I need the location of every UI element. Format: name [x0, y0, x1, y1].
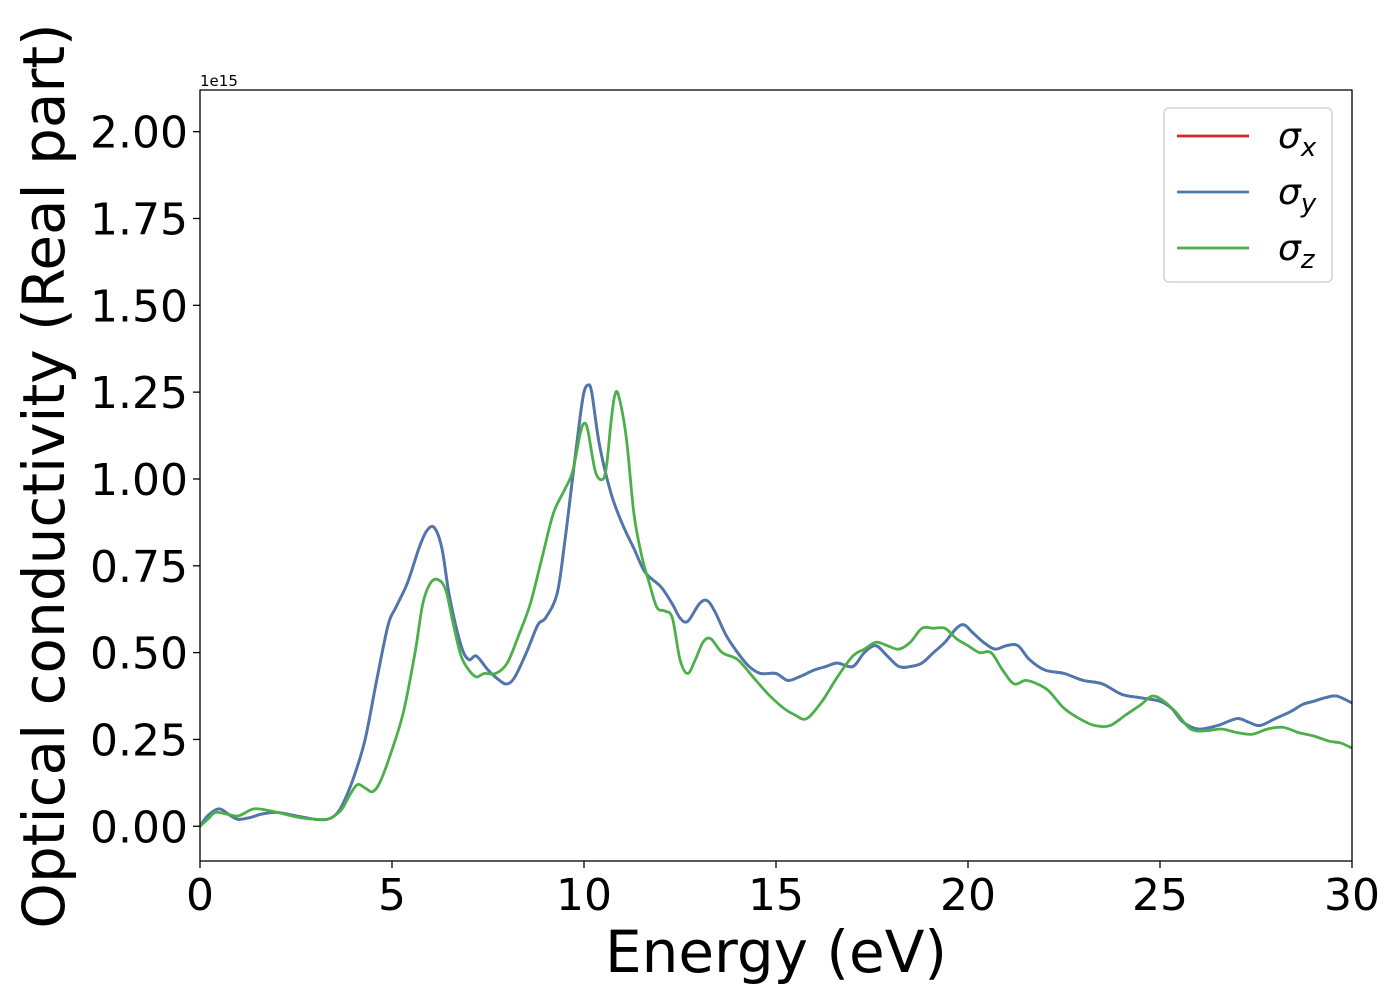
y-tick-label: 0.50 — [90, 629, 188, 680]
x-axis: 0 5 10 15 20 25 30 — [186, 861, 1380, 921]
x-tick-label: 0 — [186, 870, 214, 921]
series-line-sigma-z — [200, 389, 1352, 828]
y-tick-label: 1.75 — [90, 195, 188, 246]
legend-label-sigma-z: σz — [1278, 228, 1316, 275]
legend: σx σy σz — [1163, 107, 1333, 283]
y-axis: 0.00 0.25 0.50 0.75 1.00 1.25 1.50 1.75 2.00 — [90, 108, 200, 853]
legend-label-sigma-y: σy — [1278, 172, 1317, 219]
x-tick-label: 20 — [940, 870, 996, 921]
y-tick-label: 1.50 — [90, 281, 188, 332]
legend-label-sigma-x: σx — [1278, 116, 1317, 163]
x-tick-label: 30 — [1324, 870, 1380, 921]
y-tick-label: 1.25 — [90, 368, 188, 419]
series-layer — [200, 383, 1352, 828]
y-tick-label: 0.00 — [90, 802, 188, 853]
x-tick-label: 15 — [748, 870, 804, 921]
x-tick-label: 25 — [1132, 870, 1188, 921]
y-tick-label: 0.25 — [90, 715, 188, 766]
legend-box — [1163, 107, 1333, 283]
series-line-sigma-y — [200, 383, 1352, 828]
x-tick-label: 5 — [378, 870, 406, 921]
y-offset-label: 1e15 — [200, 72, 238, 90]
x-tick-label: 10 — [556, 870, 612, 921]
x-axis-label: Energy (eV) — [605, 918, 947, 986]
y-tick-label: 1.00 — [90, 455, 188, 506]
y-tick-label: 2.00 — [90, 108, 188, 159]
y-axis-label: Optical conductivity (Real part) — [10, 23, 78, 928]
y-tick-label: 0.75 — [90, 542, 188, 593]
